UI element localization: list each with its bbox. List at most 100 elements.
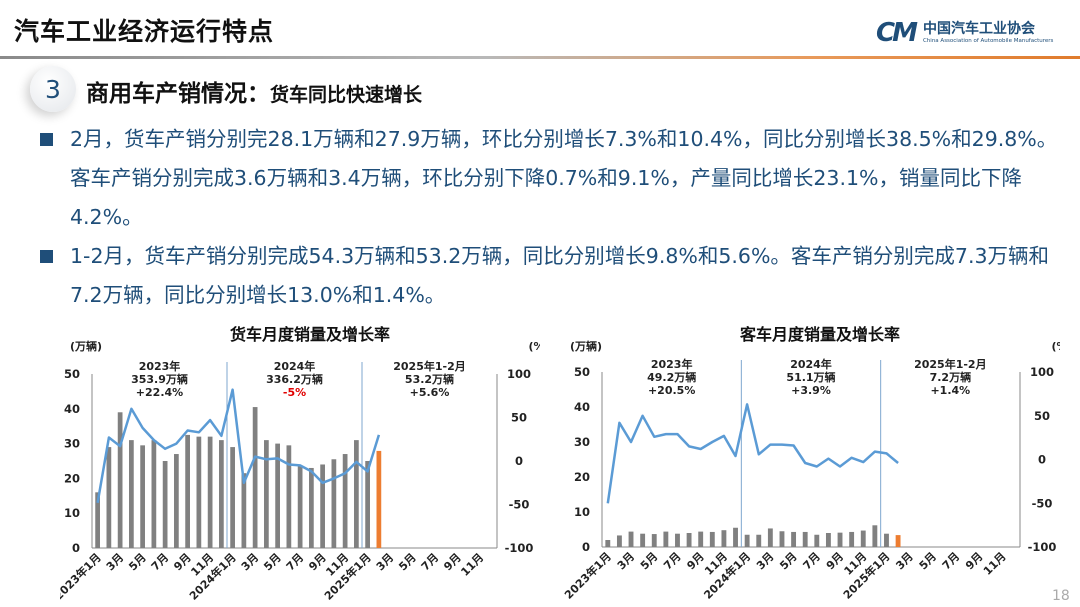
y2-tick-label: 0 xyxy=(515,454,523,468)
bullet-item: 1-2月，货车产销分别完成54.3万辆和53.2万辆，同比分别增长9.8%和5.… xyxy=(40,237,1070,315)
period-volume: 7.2万辆 xyxy=(930,370,972,384)
period-growth: +20.5% xyxy=(648,384,695,397)
bar xyxy=(837,532,843,547)
y2-tick-label: -50 xyxy=(509,498,530,512)
bar xyxy=(174,454,179,548)
bullet-list: 2月，货车产销分别完28.1万辆和27.9万辆，环比分别增长7.3%和10.4%… xyxy=(40,120,1070,315)
y-tick-label: 30 xyxy=(64,437,80,451)
y2-tick-label: 50 xyxy=(511,411,527,425)
y2-axis-unit-label: (%) xyxy=(528,340,540,353)
bar xyxy=(140,445,145,548)
bar xyxy=(814,534,820,547)
bar xyxy=(342,454,348,548)
x-tick-label: 5月 xyxy=(126,551,148,573)
bar xyxy=(709,531,715,547)
bar xyxy=(779,531,785,547)
bar xyxy=(802,531,808,547)
period-label: 2025年1-2月 xyxy=(393,359,466,373)
bar xyxy=(675,533,680,547)
y-tick-label: 0 xyxy=(72,541,80,555)
x-tick-label: 5月 xyxy=(638,550,660,572)
period-volume: 353.9万辆 xyxy=(131,372,188,386)
y2-tick-label: -100 xyxy=(505,541,534,555)
bus-chart: 客车月度销量及增长率 (万辆) (%) 0 10 20 30 40 50 -100 -50 0 50 10… xyxy=(561,325,1060,602)
bullet-square-icon xyxy=(40,250,53,263)
bar xyxy=(733,527,738,547)
caam-logo-mark-icon: CM xyxy=(876,18,918,48)
y-axis-unit-label: (万辆) xyxy=(70,339,102,353)
y2-tick-label: 0 xyxy=(1038,453,1046,467)
y2-axis-unit-label: (%) xyxy=(1051,340,1060,353)
bar xyxy=(230,447,235,548)
y-tick-label: 30 xyxy=(574,435,590,449)
bar-latest xyxy=(895,535,901,547)
x-tick-label: 3月 xyxy=(615,550,637,572)
period-volume: 336.2万辆 xyxy=(266,372,323,386)
y-tick-label: 10 xyxy=(574,505,590,519)
period-growth: -5% xyxy=(283,386,306,399)
y-axis-unit-label: (万辆) xyxy=(570,339,602,353)
bar xyxy=(219,440,224,548)
x-tick-label: 7月 xyxy=(149,551,171,573)
x-tick-label: 7月 xyxy=(940,550,962,572)
period-growth: +1.4% xyxy=(930,384,970,397)
logo-en: China Association of Automobile Manufact… xyxy=(922,38,1054,44)
period-growth: +3.9% xyxy=(791,384,831,397)
bar xyxy=(767,528,773,547)
section-subtitle: 货车同比快速增长 xyxy=(270,84,423,106)
y-tick-label: 50 xyxy=(64,367,80,381)
bar xyxy=(628,531,634,547)
y2-tick-label: 50 xyxy=(1034,409,1050,423)
x-tick-label: 2023年1月 xyxy=(60,550,104,603)
bar xyxy=(698,531,704,547)
period-volume: 53.2万辆 xyxy=(405,372,454,386)
bar xyxy=(252,407,258,548)
x-tick-label: 5月 xyxy=(396,551,418,573)
y-tick-label: 20 xyxy=(64,471,80,485)
bar xyxy=(309,467,314,548)
period-label: 2024年 xyxy=(274,359,316,373)
bar xyxy=(365,461,370,548)
bar xyxy=(241,473,247,548)
logo-cn: 中国汽车工业协会 xyxy=(922,21,1035,37)
bar xyxy=(686,533,692,547)
bar xyxy=(663,531,669,547)
bar xyxy=(721,530,727,547)
bar xyxy=(162,461,168,548)
period-label: 2025年1-2月 xyxy=(914,357,987,371)
x-tick-label: 5月 xyxy=(261,551,283,573)
y-tick-label: 50 xyxy=(574,365,590,379)
header-divider xyxy=(0,56,1080,59)
bar xyxy=(207,436,213,548)
caam-logo: CM 中国汽车工业协会 China Association of Automob… xyxy=(876,18,1053,48)
bar xyxy=(297,466,303,548)
bar xyxy=(106,447,112,548)
bar xyxy=(185,434,190,548)
x-tick-label: 7月 xyxy=(419,551,441,573)
page-number: 18 xyxy=(1052,588,1070,604)
period-label: 2024年 xyxy=(790,357,832,371)
period-volume: 49.2万辆 xyxy=(647,370,696,384)
bar xyxy=(640,533,646,547)
period-volume: 51.1万辆 xyxy=(786,370,835,384)
x-tick-label: 11月 xyxy=(458,551,486,579)
y2-tick-label: -50 xyxy=(1032,496,1053,510)
period-growth: +22.4% xyxy=(136,386,183,399)
bar xyxy=(825,533,831,547)
bullet-text: 1-2月，货车产销分别完成54.3万辆和53.2万辆，同比分别增长9.8%和5.… xyxy=(70,244,1050,307)
y2-tick-label: -100 xyxy=(1028,540,1057,554)
x-tick-label: 7月 xyxy=(284,551,306,573)
growth-rate-line xyxy=(606,403,899,504)
bar xyxy=(129,440,134,548)
x-tick-label: 3月 xyxy=(239,551,261,573)
bar xyxy=(151,440,157,548)
section-title: 商用车产销情况：货车同比快速增长 xyxy=(86,74,422,108)
bar xyxy=(872,525,878,547)
bar xyxy=(860,530,866,547)
y2-tick-label: 100 xyxy=(1030,365,1054,379)
bar xyxy=(354,440,359,548)
x-tick-label: 7月 xyxy=(661,550,683,572)
y-tick-label: 0 xyxy=(582,540,590,554)
slide-title: 汽车工业经济运行特点 xyxy=(14,17,275,46)
x-tick-label: 3月 xyxy=(104,551,126,573)
